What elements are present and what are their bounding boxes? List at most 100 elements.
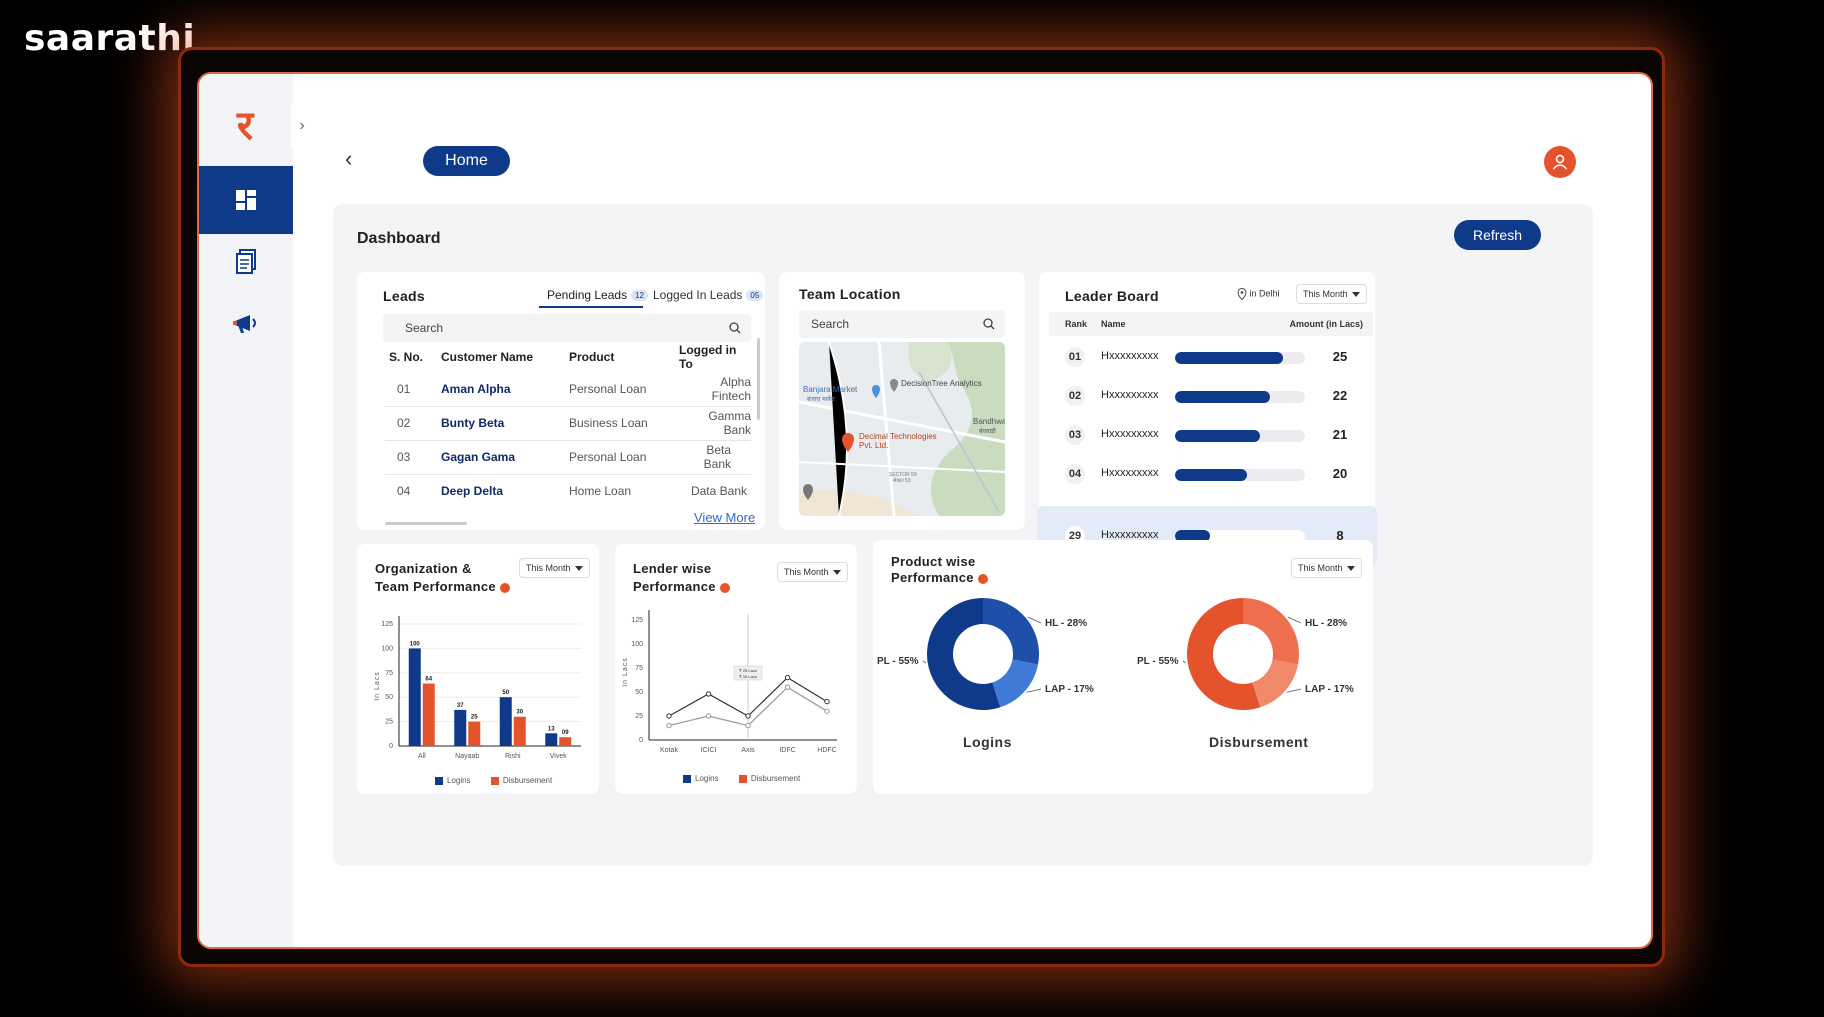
y-tick-label: 25 [635, 713, 643, 720]
title-line: Organization & [375, 561, 472, 576]
y-tick-label: 100 [631, 641, 643, 648]
x-tick-label: HDFC [817, 747, 836, 754]
sidebar-item-documents[interactable] [199, 228, 293, 296]
info-icon[interactable] [719, 582, 730, 593]
slice-leader-line [1027, 616, 1042, 624]
leader-name: Hxxxxxxxxx [1101, 467, 1159, 479]
team-location-map[interactable]: Banjara Market बंजारा मार्केट DecisionTr… [799, 342, 1005, 516]
x-tick-label: All [418, 753, 426, 760]
megaphone-icon [233, 315, 256, 333]
leader-board-row[interactable]: 02 Hxxxxxxxxx 22 [1039, 377, 1375, 415]
leader-amount: 25 [1332, 349, 1348, 364]
leads-search-input[interactable]: Search [383, 314, 751, 342]
logins-donut-chart: PL - 55% HL - 28% LAP - 17% [877, 598, 1094, 710]
horizontal-scrollbar[interactable] [385, 522, 467, 525]
bar-disbursement [559, 737, 572, 746]
home-breadcrumb-button[interactable]: Home [423, 146, 510, 176]
slice-leader-line [1182, 660, 1186, 664]
legend-swatch [683, 774, 691, 783]
y-tick-label: 0 [389, 743, 393, 750]
leader-name: Hxxxxxxxxx [1101, 350, 1159, 362]
map-label: Bandhwa [973, 417, 1005, 426]
table-row[interactable]: 04 Deep Delta Home Loan Data Bank [385, 474, 751, 508]
y-tick-label: 100 [381, 645, 393, 652]
search-placeholder: Search [811, 317, 850, 331]
amount-bar-track [1175, 352, 1305, 364]
page-title: Dashboard [357, 230, 441, 247]
sidebar: र [199, 74, 293, 947]
leader-board-row[interactable]: 04 Hxxxxxxxxx 20 [1039, 455, 1375, 493]
data-point [824, 698, 830, 705]
map-label: SECTOR 59 [889, 472, 917, 478]
leader-name: Hxxxxxxxxx [1101, 428, 1159, 440]
table-row[interactable]: 03 Gagan Gama Personal Loan Beta Bank [385, 440, 751, 475]
table-row[interactable]: 02 Bunty Beta Business Loan Gamma Bank [385, 406, 751, 441]
leader-amount: 8 [1336, 528, 1344, 543]
map-label: सेक्टर 59 [893, 477, 911, 484]
x-tick-label: Vivek [550, 753, 567, 760]
tooltip-box [733, 665, 763, 681]
count-badge: 05 [746, 290, 764, 302]
column-header: Logged in To [679, 343, 737, 371]
product-period-select[interactable]: This Month [1291, 558, 1362, 578]
lender-cell: Alpha Fintech [679, 372, 751, 407]
sno-cell: 01 [385, 372, 441, 407]
data-point [784, 674, 791, 681]
disbursement-label: Disbursement [1209, 734, 1309, 750]
team-location-title: Team Location [799, 286, 901, 302]
amount-bar-track [1175, 430, 1305, 442]
leader-board-row[interactable]: 01 Hxxxxxxxxx 25 [1039, 338, 1375, 376]
info-icon[interactable] [499, 582, 510, 593]
info-icon[interactable] [977, 573, 988, 584]
location-filter[interactable]: in Delhi [1237, 287, 1280, 301]
y-tick-label: 125 [631, 617, 643, 624]
legend-swatch [490, 776, 499, 785]
y-tick-label: 75 [635, 665, 643, 672]
amount-bar-track [1175, 469, 1305, 481]
sidebar-item-dashboard[interactable] [199, 166, 293, 234]
donut-slice [927, 598, 1001, 710]
slice-leader-line [922, 660, 926, 664]
donut-slice [983, 598, 1039, 665]
refresh-button[interactable]: Refresh [1454, 220, 1541, 250]
sidebar-item-campaigns[interactable] [199, 290, 293, 358]
tab-logged-in-leads[interactable]: Logged In Leads 05 [653, 288, 764, 302]
leader-board-card: Leader Board in Delhi This Month Rank Na… [1039, 272, 1375, 530]
leader-board-period-select[interactable]: This Month [1296, 284, 1367, 304]
logins-label: Logins [963, 734, 1012, 750]
back-button[interactable]: ‹ [345, 146, 352, 172]
avatar[interactable] [1544, 146, 1576, 178]
bar-value-label: 100 [410, 641, 421, 647]
chevron-right-icon: › [299, 117, 305, 134]
column-header: Customer Name [441, 350, 534, 364]
y-tick-label: 50 [385, 694, 393, 701]
leader-board-row[interactable]: 03 Hxxxxxxxxx 21 [1039, 416, 1375, 454]
dashboard-panel: Dashboard Refresh Leads Pending Leads 12 … [333, 204, 1593, 866]
location-search-input[interactable]: Search [799, 310, 1005, 338]
sno-cell: 03 [385, 440, 441, 475]
view-more-link[interactable]: View More [694, 510, 756, 525]
legend-label: Disbursement [502, 776, 553, 785]
amount-bar-fill [1175, 530, 1211, 542]
slice-leader-line [1026, 688, 1042, 693]
team-location-card: Team Location Search [779, 272, 1025, 530]
grid-icon [236, 190, 256, 210]
lender-period-select[interactable]: This Month [777, 562, 848, 582]
disbursement-donut-chart: PL - 55% HL - 28% LAP - 17% [1137, 598, 1354, 710]
user-icon [1552, 154, 1568, 170]
customer-name-cell: Deep Delta [441, 484, 504, 499]
y-axis-label: In Lacs [374, 671, 381, 701]
x-tick-label: Axis [741, 747, 755, 754]
tab-pending-leads[interactable]: Pending Leads 12 [547, 288, 648, 302]
sidebar-expand-button[interactable]: › [291, 104, 313, 148]
y-tick-label: 0 [639, 737, 643, 744]
vertical-scrollbar[interactable] [757, 338, 760, 420]
table-row[interactable]: 01 Aman Alpha Personal Loan Alpha Fintech [385, 372, 751, 407]
x-tick-label: Rishi [505, 753, 521, 760]
map-label: Decimal Technologies [859, 432, 937, 441]
title-line: Lender wise [633, 561, 712, 576]
leader-amount: 20 [1332, 466, 1348, 481]
org-period-select[interactable]: This Month [519, 558, 590, 578]
lender-cell: Beta Bank [679, 440, 751, 475]
map-canvas: Banjara Market बंजारा मार्केट DecisionTr… [799, 342, 1005, 516]
